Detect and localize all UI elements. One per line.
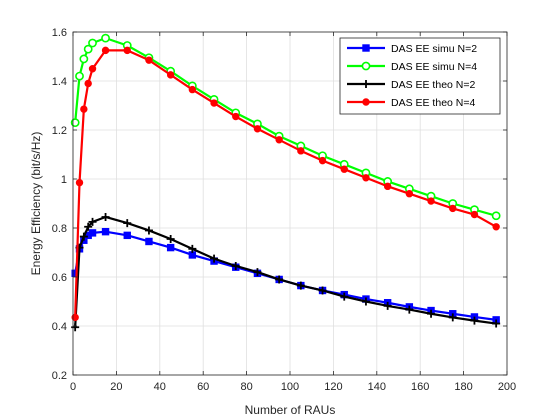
series-3-point — [296, 281, 305, 290]
series-1-point — [145, 237, 153, 246]
legend-entry-3: DAS EE theo N=2 — [347, 79, 475, 91]
series-4-point — [232, 112, 240, 121]
series-4-point — [123, 46, 131, 55]
y-tick-label: 0.8 — [52, 223, 67, 235]
y-tick-label: 1.2 — [52, 125, 67, 137]
series-1-point — [123, 231, 131, 240]
x-tick-labels: 0 20 40 60 80 100 120 140 160 180 200 — [70, 381, 516, 393]
y-tick-label: 1.4 — [52, 76, 67, 88]
series-3-point — [144, 226, 153, 235]
series-4-point — [492, 223, 500, 231]
series-3-point — [275, 275, 284, 284]
series-2-point — [83, 44, 93, 54]
series-2-point — [79, 54, 89, 64]
x-tick-label: 60 — [197, 381, 209, 393]
legend-entry-4: DAS EE theo N=4 — [347, 97, 475, 109]
series-4-point — [405, 190, 414, 198]
y-axis-title: Energy Efficiency (bit/s/Hz) — [29, 132, 43, 276]
series-3-point — [427, 309, 436, 318]
x-axis-title: Number of RAUs — [245, 403, 336, 417]
series-2-point — [75, 71, 84, 81]
series-3-point — [79, 232, 88, 241]
x-tick-label: 80 — [240, 381, 252, 393]
series-3-point — [405, 305, 414, 314]
x-tick-label: 100 — [281, 381, 299, 393]
series-4-point — [449, 204, 457, 213]
series-3-point — [318, 286, 327, 295]
y-tick-label: 0.2 — [52, 370, 67, 382]
y-tick-label: 0.6 — [52, 272, 67, 284]
legend-entry-2-label: DAS EE simu N=4 — [391, 61, 477, 73]
series-4-point — [427, 197, 435, 205]
series-3-point — [188, 244, 197, 253]
legend-entry-2: DAS EE simu N=4 — [347, 61, 477, 73]
series-1-point — [166, 243, 175, 252]
x-tick-label: 20 — [110, 381, 122, 393]
x-tick-label: 40 — [154, 381, 166, 393]
series-4-point — [101, 46, 110, 55]
x-tick-label: 120 — [324, 381, 342, 393]
legend-entry-1-marker — [362, 44, 370, 52]
series-3-point — [231, 261, 240, 270]
y-tick-label: 0.4 — [52, 321, 67, 333]
legend-entry-1: DAS EE simu N=2 — [347, 43, 477, 55]
series-4-point — [188, 85, 197, 94]
series-1-point — [88, 229, 97, 237]
legend-entry-4-label: DAS EE theo N=4 — [391, 97, 475, 109]
series-4-point — [318, 156, 327, 165]
series-4-point — [470, 210, 479, 219]
series-4-point — [75, 178, 84, 187]
series-3-point — [123, 219, 132, 228]
series-4-point — [88, 65, 97, 73]
legend-entry-3-marker — [362, 80, 370, 88]
legend-entry-3-label: DAS EE theo N=2 — [391, 79, 475, 91]
legend: DAS EE simu N=2 DAS EE simu N=4 DAS EE the… — [339, 37, 501, 115]
x-tick-label: 0 — [70, 381, 76, 393]
x-tick-label: 140 — [368, 381, 386, 393]
legend-entry-1-label: DAS EE simu N=2 — [391, 43, 477, 55]
x-tick-label: 160 — [411, 381, 429, 393]
series-4-point — [210, 99, 218, 107]
series-3-point — [361, 297, 370, 306]
legend-entry-2-marker — [361, 61, 371, 71]
series-3-point — [84, 222, 93, 231]
series-4-point — [275, 136, 283, 144]
series-3-point — [166, 235, 175, 244]
series-4-point — [166, 71, 175, 79]
series-2-point — [88, 38, 97, 48]
series-3-point — [340, 292, 349, 301]
series-4-point — [145, 56, 153, 64]
legend-entry-4-marker — [362, 98, 370, 106]
series-1-point — [101, 227, 110, 236]
series-3-point — [71, 323, 80, 332]
series-2-point — [491, 211, 501, 221]
series-3-point — [210, 254, 219, 263]
series-3-point — [88, 217, 97, 226]
series-4-point — [84, 79, 92, 88]
y-tick-labels: 0.2 0.4 0.6 0.8 1 1.2 1.4 1.6 — [52, 27, 67, 382]
axis-ticks — [72, 31, 508, 376]
y-tick-label: 1 — [61, 174, 67, 186]
series-2-point — [101, 33, 110, 43]
series-3-point — [253, 268, 262, 277]
series-4-point — [340, 165, 348, 173]
series-3-point — [383, 301, 392, 310]
series-3-point — [101, 212, 110, 221]
series-4-point — [362, 174, 370, 182]
series-3-point — [448, 313, 457, 322]
series-3-point — [470, 316, 479, 325]
series-4-point — [253, 125, 262, 133]
series-4-point — [297, 147, 305, 155]
series-4 — [71, 46, 500, 322]
y-tick-label: 1.6 — [52, 27, 67, 39]
x-tick-label: 180 — [454, 381, 472, 393]
x-tick-label: 200 — [498, 381, 516, 393]
series-layer — [70, 33, 501, 332]
series-4-point — [71, 313, 79, 322]
series-3-point — [492, 319, 501, 328]
series-4-point — [383, 182, 392, 191]
series-4-point — [80, 105, 88, 113]
